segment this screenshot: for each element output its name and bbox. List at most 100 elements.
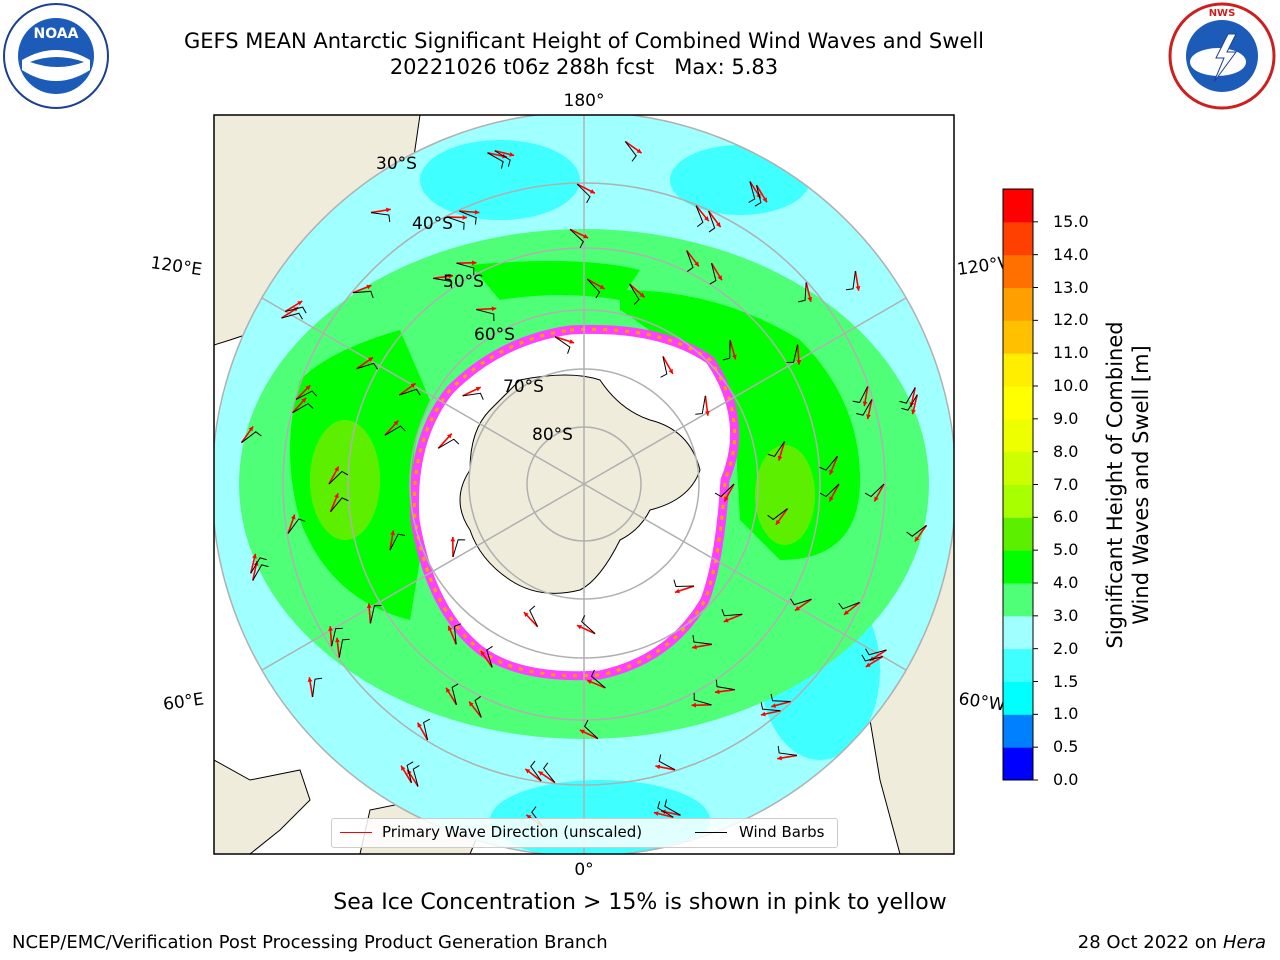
noaa-logo-text: NOAA [34, 26, 79, 42]
wind-barb [767, 441, 785, 458]
wind-barb [530, 760, 542, 782]
colorbar-band [1003, 451, 1033, 485]
lon-label-lower-left: 60°E [162, 689, 205, 714]
wave-arrow-head [777, 755, 782, 761]
lon-label-lower-right: 60°W [957, 689, 1006, 715]
wave-arrow-head [525, 768, 531, 774]
wave-arrow-head [252, 553, 257, 559]
wave-arrow-head [335, 637, 340, 643]
wind-barb [330, 497, 349, 513]
legend-primary-wave-line [340, 832, 372, 833]
wind-barb [624, 141, 637, 162]
colorbar-tick-label: 1.5 [1053, 671, 1079, 691]
wind-barb [446, 216, 465, 230]
colorbar-band [1003, 583, 1033, 617]
colorbar-title-line2: Wind Waves and Swell [m] [1129, 345, 1153, 625]
wave-arrow-head [829, 496, 834, 502]
colorbar-tick-label: 4.0 [1053, 573, 1079, 592]
wave-arrow-head [297, 301, 303, 306]
wind-barb [760, 702, 781, 712]
legend: Primary Wave Direction (unscaled) Wind B… [331, 818, 838, 848]
lat-label-50s: 50°S [443, 272, 484, 292]
wave-arrow-head [668, 368, 673, 374]
wave-arrow-head [704, 411, 710, 416]
wind-barb [770, 693, 791, 703]
wave-arrow-head [417, 722, 422, 728]
colorbar-tick-label: 9.0 [1053, 408, 1079, 428]
colorbar-band [1003, 550, 1033, 584]
wind-barb [543, 762, 556, 783]
wind-barb [474, 696, 482, 718]
colorbar-tick-label: 13.0 [1053, 277, 1089, 297]
wave-arrow-head [386, 207, 391, 213]
wind-barb [331, 627, 343, 647]
wind-barb [715, 679, 735, 691]
wind-barb [748, 181, 756, 203]
wind-barb [554, 336, 571, 354]
footer-host: Hera [1222, 932, 1266, 953]
wave-arrow-head [794, 606, 800, 611]
map-canvas: 30°S 40°S 50°S 60°S 70°S 80°S [214, 115, 954, 854]
wind-barb [660, 356, 668, 378]
wind-barb [767, 508, 788, 521]
wave-arrow-head [589, 189, 595, 194]
wave-arrow-head [855, 286, 861, 291]
colorbar-band [1003, 681, 1033, 715]
wave-arrow-head [248, 426, 254, 432]
wave-arrow-head [290, 514, 296, 520]
wave-arrow-head [366, 603, 372, 608]
wind-barb [695, 395, 706, 415]
wind-barb [486, 645, 493, 668]
legend-primary-wave-label: Primary Wave Direction (unscaled) [382, 823, 643, 841]
wave-arrow-head [446, 687, 451, 693]
wind-barb [529, 605, 539, 627]
colorbar-band [1003, 418, 1033, 453]
colorbar-band [1003, 221, 1033, 256]
colorbar-band [1003, 287, 1033, 321]
wind-barb [852, 386, 869, 404]
wave-arrow-head [328, 626, 333, 631]
wind-barb [462, 392, 484, 400]
wave-arrow-head [843, 610, 849, 615]
wind-barb [312, 677, 323, 698]
colorbar-tick-label: 15.0 [1053, 211, 1089, 231]
wave-arrow-head [777, 455, 783, 461]
wave-arrow-head [586, 679, 592, 685]
wind-barb [576, 183, 591, 204]
wind-barb [406, 761, 414, 783]
wave-arrow-head [691, 702, 696, 708]
wave-arrow-head [807, 297, 813, 302]
wind-barb [629, 283, 640, 305]
wind-barb [899, 387, 916, 404]
wave-arrow-head [474, 209, 480, 215]
wave-arrow-head [447, 433, 452, 439]
wave-arrow-head [366, 284, 372, 290]
wind-barb [399, 388, 421, 396]
wave-arrow-head [491, 306, 497, 312]
wind-barb [241, 431, 262, 444]
wave-arrow-head [724, 496, 729, 502]
wind-barb [673, 579, 694, 587]
wind-barb [819, 455, 838, 471]
wind-barb [451, 683, 459, 705]
wind-barb [864, 483, 885, 498]
wind-barb [352, 290, 374, 299]
wave-direction-arrows [240, 140, 928, 828]
wind-barb [292, 402, 314, 414]
wind-barb [285, 306, 307, 314]
wind-barb [861, 654, 883, 662]
wave-arrow-head [475, 386, 481, 392]
wave-arrow-head [472, 260, 477, 266]
wind-barb [453, 623, 462, 645]
wave-arrow-head [636, 148, 642, 154]
wave-arrow-head [717, 275, 722, 281]
wave-arrow-head [829, 469, 834, 475]
wave-arrow-head [914, 536, 920, 542]
colorbar-title-line1: Significant Height of Combined [1103, 321, 1127, 649]
wave-arrow-head [723, 617, 729, 623]
colorbar-tick-label: 14.0 [1053, 244, 1089, 264]
lon-label-bottom: 0° [574, 860, 593, 880]
colorbar-tick-label: 3.0 [1053, 605, 1079, 625]
wave-arrow-head [368, 357, 374, 362]
colorbar-band [1003, 747, 1033, 781]
